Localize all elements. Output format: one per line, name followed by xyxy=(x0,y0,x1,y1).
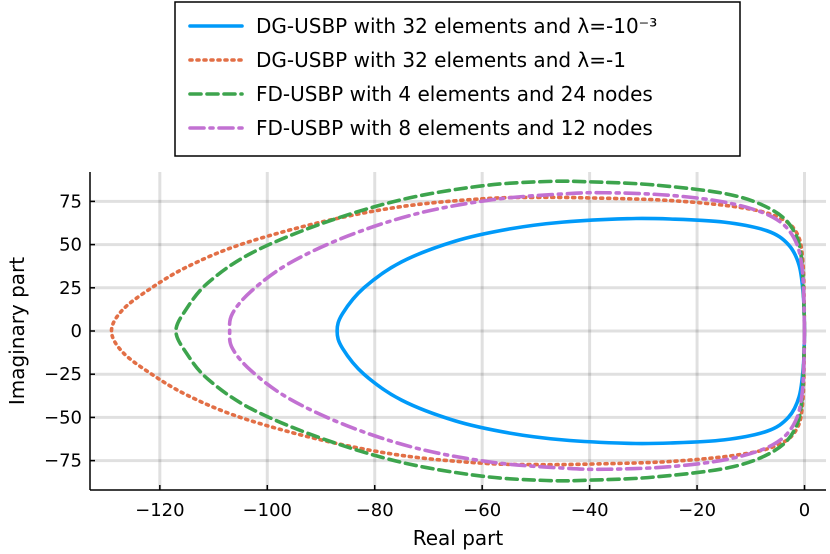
y-tick-label: −25 xyxy=(44,364,82,385)
series-line-4 xyxy=(227,190,807,472)
y-tick-label: 0 xyxy=(71,321,82,342)
x-tick-label: −100 xyxy=(243,500,292,521)
series-line-3 xyxy=(174,179,807,483)
series-line-1 xyxy=(335,216,807,446)
legend-label-2: DG-USBP with 32 elements and λ=-1 xyxy=(256,48,626,72)
y-axis-label: Imaginary part xyxy=(5,257,29,405)
series-line-2 xyxy=(109,195,807,467)
legend: DG-USBP with 32 elements and λ=-10⁻³ DG-U… xyxy=(174,1,741,157)
legend-label-4: FD-USBP with 8 elements and 12 nodes xyxy=(256,116,653,140)
y-tick-label: 75 xyxy=(59,191,82,212)
legend-label-3: FD-USBP with 4 elements and 24 nodes xyxy=(256,82,653,106)
x-tick-label: −40 xyxy=(571,500,609,521)
x-tick-label: −120 xyxy=(135,500,184,521)
y-tick-label: 50 xyxy=(59,235,82,256)
y-tick-label: −75 xyxy=(44,451,82,472)
x-tick-label: 0 xyxy=(799,500,810,521)
y-ticks: 75 50 25 0 −25 −50 −75 xyxy=(44,191,95,472)
legend-label-1: DG-USBP with 32 elements and λ=-10⁻³ xyxy=(256,14,657,38)
y-tick-label: 25 xyxy=(59,278,82,299)
x-tick-label: −20 xyxy=(678,500,716,521)
x-ticks: −120 −100 −80 −60 −40 −20 0 xyxy=(135,485,810,521)
x-tick-label: −80 xyxy=(356,500,394,521)
series-layer xyxy=(109,179,807,483)
x-axis-label: Real part xyxy=(413,526,504,550)
y-tick-label: −50 xyxy=(44,407,82,428)
legend-box xyxy=(174,1,741,157)
x-tick-label: −60 xyxy=(463,500,501,521)
